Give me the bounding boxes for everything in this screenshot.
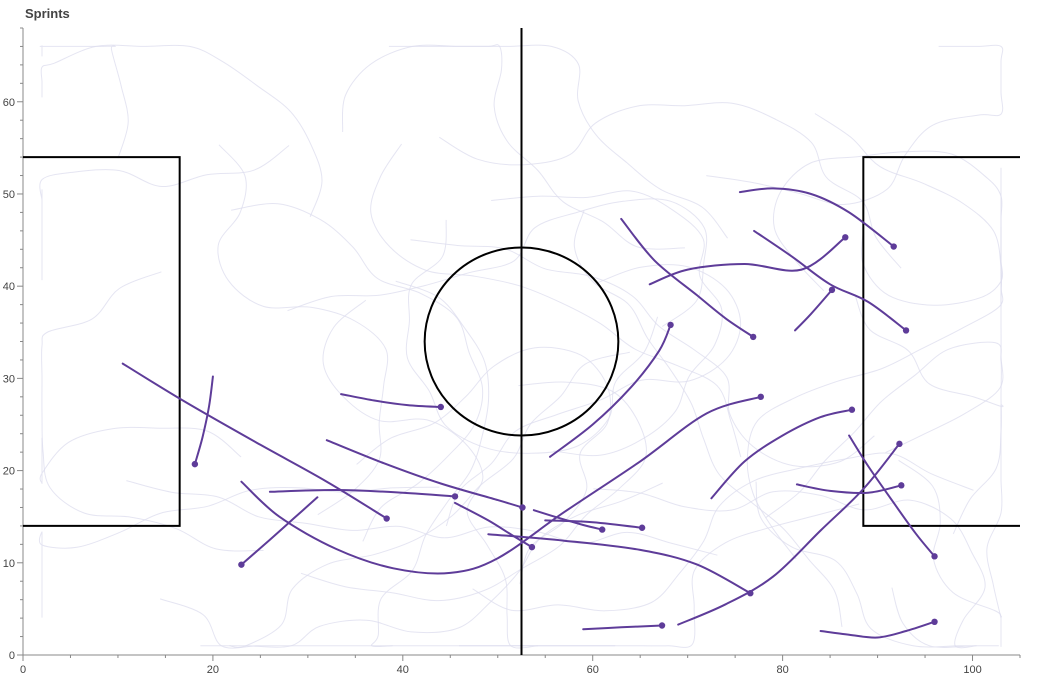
background-track [126, 480, 718, 556]
background-track [370, 143, 742, 458]
background-track [491, 190, 723, 457]
background-track [41, 271, 264, 552]
sprint-end-point [528, 543, 536, 551]
sprint-line [193, 375, 214, 466]
x-tick-label: 0 [20, 664, 26, 676]
sprint-line [544, 519, 644, 529]
background-track [573, 210, 843, 628]
sprint-line [582, 624, 663, 631]
sprint-line [795, 483, 903, 494]
sprint-end-point [451, 493, 459, 500]
background-track [388, 44, 685, 250]
background-track [341, 44, 728, 239]
sprint-line [121, 362, 388, 520]
background-track [229, 351, 631, 648]
sprint-line [648, 236, 847, 286]
sprint-end-point [931, 553, 938, 560]
x-tick-label: 100 [963, 664, 981, 676]
sprint-line [620, 217, 755, 338]
y-tick-label: 60 [3, 97, 15, 109]
sprint-end-point [890, 243, 897, 250]
background-track [371, 280, 490, 648]
sprint-end-point [902, 327, 910, 334]
x-tick-label: 20 [207, 664, 219, 676]
sprint-line [848, 434, 936, 558]
sprint-end-point [638, 524, 646, 531]
sprint-line [240, 496, 319, 566]
background-track [814, 113, 1004, 454]
sprint-line [240, 395, 762, 575]
background-track [287, 198, 708, 327]
background-track [231, 202, 484, 542]
y-tick-label: 20 [3, 466, 15, 478]
sprint-end-point [898, 482, 905, 489]
sprint-line [819, 620, 936, 639]
background-track [755, 481, 999, 648]
sprint-end-point [658, 622, 666, 629]
sprint-line [487, 533, 752, 595]
x-tick-label: 80 [776, 664, 788, 676]
background-track [39, 145, 290, 281]
y-tick-label: 30 [3, 373, 15, 385]
sprint-end-point [599, 526, 606, 533]
sprint-end-point [848, 406, 856, 413]
right-penalty-box [862, 156, 1020, 527]
sprint-end-point [931, 618, 938, 626]
background-track [200, 482, 663, 648]
background-track [765, 341, 1002, 535]
background-track [38, 486, 440, 618]
sprint-end-point [238, 561, 245, 568]
sprint-line [677, 442, 901, 626]
y-tick-label: 10 [3, 558, 15, 570]
sprint-line [340, 393, 442, 408]
background-track [772, 150, 1003, 307]
background-track [322, 299, 539, 649]
sprint-line [268, 488, 456, 498]
x-tick-label: 60 [587, 664, 599, 676]
y-tick-label: 0 [9, 650, 15, 662]
center-circle [423, 246, 620, 437]
background-track [217, 144, 389, 516]
chart-title: Sprints [25, 6, 70, 21]
background-track [410, 239, 875, 468]
sprint-line [549, 323, 672, 458]
background-track [39, 45, 129, 159]
background-track [746, 226, 1004, 560]
background-track [898, 459, 1002, 648]
sprint-line [738, 187, 895, 248]
background-track [445, 264, 742, 527]
background-track [159, 598, 616, 649]
background-track [706, 44, 1004, 206]
sprint-end-point [828, 286, 836, 294]
sprint-line [325, 439, 524, 509]
sprint-end-point [896, 440, 903, 448]
background-track [593, 488, 986, 649]
sprint-end-point [667, 321, 674, 329]
background-track [405, 219, 659, 454]
sprint-end-point [749, 333, 757, 341]
left-penalty-box [23, 156, 181, 527]
background-track [300, 381, 647, 602]
sprint-line [710, 408, 853, 500]
sprint-end-point [191, 460, 199, 468]
y-tick-label: 40 [3, 281, 15, 293]
background-track [439, 102, 902, 269]
background-track [472, 452, 974, 612]
y-tick-label: 50 [3, 189, 15, 201]
sprint-end-point [383, 515, 390, 522]
sprint-end-point [519, 504, 526, 511]
sprint-end-point [757, 393, 764, 401]
sprint-line [454, 501, 533, 549]
sprint-end-point [437, 403, 444, 411]
background-track [40, 44, 323, 217]
background-track [39, 426, 242, 485]
sprint-line [753, 229, 908, 332]
x-tick-label: 40 [397, 664, 409, 676]
sprint-line [794, 288, 833, 332]
sprint-end-point [842, 234, 849, 241]
